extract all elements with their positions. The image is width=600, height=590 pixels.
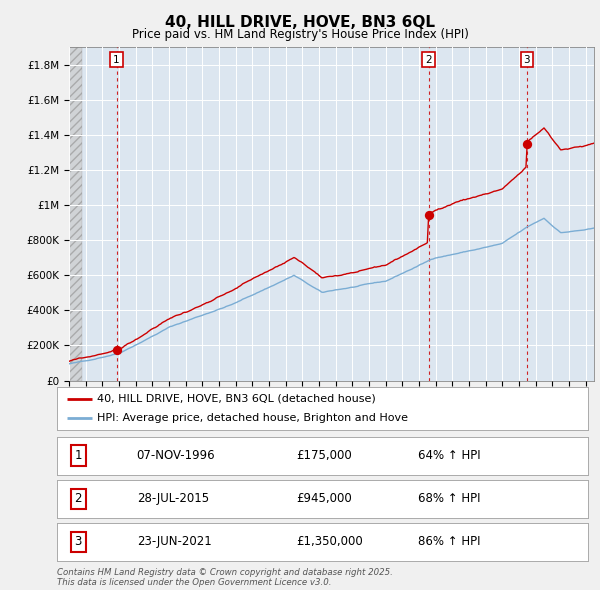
Text: 28-JUL-2015: 28-JUL-2015 xyxy=(137,492,209,506)
Text: 1: 1 xyxy=(113,54,120,64)
Text: £175,000: £175,000 xyxy=(296,449,352,463)
Text: 40, HILL DRIVE, HOVE, BN3 6QL: 40, HILL DRIVE, HOVE, BN3 6QL xyxy=(165,15,435,30)
Text: 64% ↑ HPI: 64% ↑ HPI xyxy=(418,449,481,463)
Text: 1: 1 xyxy=(74,449,82,463)
Text: 2: 2 xyxy=(74,492,82,506)
Text: HPI: Average price, detached house, Brighton and Hove: HPI: Average price, detached house, Brig… xyxy=(97,413,408,423)
Point xyxy=(112,345,121,355)
Text: 3: 3 xyxy=(74,535,82,549)
Text: 07-NOV-1996: 07-NOV-1996 xyxy=(137,449,215,463)
Text: £945,000: £945,000 xyxy=(296,492,352,506)
Text: 3: 3 xyxy=(524,54,530,64)
Point xyxy=(424,210,433,219)
Text: 68% ↑ HPI: 68% ↑ HPI xyxy=(418,492,481,506)
Text: Contains HM Land Registry data © Crown copyright and database right 2025.
This d: Contains HM Land Registry data © Crown c… xyxy=(57,568,393,587)
Text: 40, HILL DRIVE, HOVE, BN3 6QL (detached house): 40, HILL DRIVE, HOVE, BN3 6QL (detached … xyxy=(97,394,376,404)
Point xyxy=(522,139,532,149)
Text: 86% ↑ HPI: 86% ↑ HPI xyxy=(418,535,481,549)
Text: 2: 2 xyxy=(425,54,432,64)
Text: £1,350,000: £1,350,000 xyxy=(296,535,363,549)
Text: 23-JUN-2021: 23-JUN-2021 xyxy=(137,535,211,549)
Text: Price paid vs. HM Land Registry's House Price Index (HPI): Price paid vs. HM Land Registry's House … xyxy=(131,28,469,41)
